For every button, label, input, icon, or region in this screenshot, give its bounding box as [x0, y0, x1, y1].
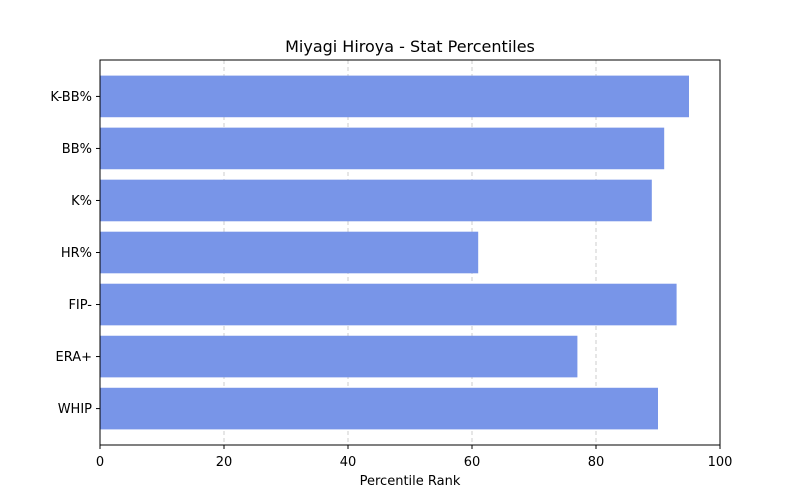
bar: [100, 283, 677, 326]
bar: [100, 387, 658, 430]
y-tick-label: WHIP: [58, 402, 92, 417]
x-axis: 0 20 40 60 80 100: [96, 445, 733, 470]
x-tick-label: 20: [216, 455, 233, 470]
x-tick-label: 40: [340, 455, 357, 470]
bar: [100, 127, 665, 170]
x-tick-label: 0: [96, 455, 104, 470]
chart-title: Miyagi Hiroya - Stat Percentiles: [285, 37, 535, 56]
x-tick-label: 80: [588, 455, 605, 470]
x-tick-label: 60: [464, 455, 481, 470]
y-tick-label: BB%: [62, 142, 92, 157]
x-tick-label: 100: [708, 455, 733, 470]
bar: [100, 231, 479, 274]
bar: [100, 179, 652, 222]
x-axis-label: Percentile Rank: [360, 474, 461, 489]
bars: [100, 75, 689, 430]
y-tick-label: HR%: [61, 246, 92, 261]
bar: [100, 75, 689, 118]
y-tick-label: FIP-: [68, 298, 92, 313]
y-tick-label: ERA+: [55, 350, 92, 365]
bar: [100, 335, 578, 378]
y-tick-label: K%: [71, 194, 92, 209]
y-tick-label: K-BB%: [50, 90, 92, 105]
y-axis: K-BB% BB% K% HR% FIP- ERA+ WHIP: [50, 90, 100, 417]
